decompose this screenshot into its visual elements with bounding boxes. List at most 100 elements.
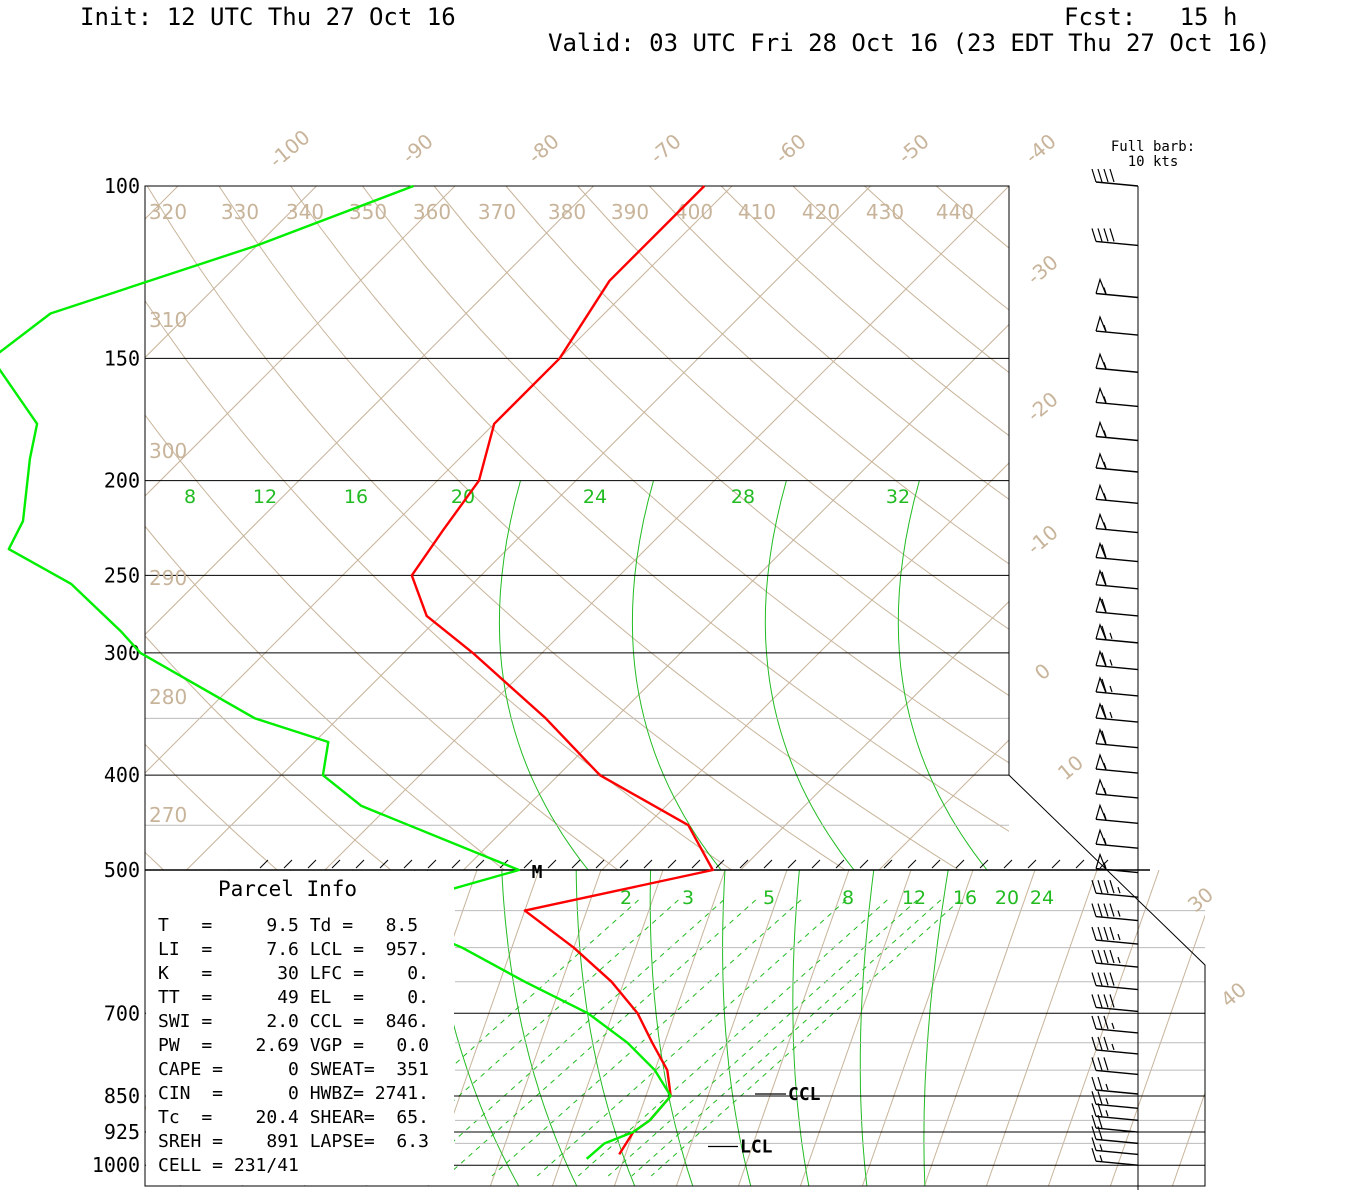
wind-barb-feather <box>1103 880 1109 894</box>
theta-label: 390 <box>611 200 649 224</box>
wind-barb-flag <box>1095 512 1107 530</box>
isotherm-label: -70 <box>645 129 685 168</box>
wind-barb-feather <box>1091 1036 1097 1051</box>
wind-barb-flag <box>1095 676 1107 694</box>
hatch-mark <box>259 859 269 869</box>
isotherm-label: -60 <box>770 129 810 168</box>
wind-barb-half-feather <box>1105 1098 1109 1105</box>
wind-barb-feather <box>1097 1036 1103 1051</box>
wind-barb-feather <box>1097 994 1103 1008</box>
wind-barb-half-feather <box>1117 910 1121 917</box>
hatch-mark <box>595 859 605 869</box>
wind-barb-feather <box>1103 994 1109 1008</box>
wind-barb-half-feather <box>1103 762 1107 770</box>
parcel-info-row: T = 9.5 Td = 8.5 <box>158 915 418 936</box>
wind-barb <box>1095 1138 1139 1145</box>
dry-adiabat-line <box>433 186 1009 697</box>
wind-barb-feather <box>1103 228 1109 242</box>
hatch-mark <box>787 859 797 869</box>
wind-barb-feather <box>1091 1148 1097 1162</box>
wind-barb <box>1095 584 1139 590</box>
wind-barb-feather <box>1091 949 1097 964</box>
hatch-mark <box>1027 859 1037 869</box>
upper-grid <box>145 186 1009 870</box>
wind-barb <box>1095 527 1139 534</box>
wind-barb <box>1095 915 1139 922</box>
wind-barb-feather <box>1109 994 1115 1008</box>
theta-label: 380 <box>548 200 586 224</box>
wind-barb-feather <box>1097 228 1103 242</box>
wind-barb-feather <box>1101 625 1107 640</box>
isotherm-line <box>489 870 602 1186</box>
parcel-info-row: PW = 2.69 VGP = 0.0 <box>158 1035 429 1056</box>
theta-label: 310 <box>149 308 187 332</box>
hatch-mark <box>835 859 845 869</box>
moist-adiabat-line <box>649 870 694 1186</box>
wind-barb-flag <box>1095 649 1107 667</box>
hatch-mark <box>571 859 581 869</box>
parcel-info-row: CIN = 0 HWBZ= 2741. <box>158 1083 429 1104</box>
mixing-ratio-label: 2 <box>620 887 632 909</box>
pressure-label: 1000 <box>92 1153 140 1177</box>
wind-barb-flag <box>1095 623 1107 641</box>
wind-barb <box>1095 556 1139 563</box>
theta-label: 340 <box>286 200 324 224</box>
wind-barb <box>1095 611 1139 617</box>
wind-barb-feather <box>1109 880 1115 894</box>
mixing-ratio-label: 16 <box>953 887 977 909</box>
theta-label: 420 <box>802 200 840 224</box>
wind-barb-feather <box>1103 926 1109 941</box>
theta-label: 320 <box>149 200 187 224</box>
hatch-mark <box>643 859 653 869</box>
wind-barb-half-feather <box>1111 1043 1115 1051</box>
wind-barb-feather <box>1109 949 1115 964</box>
wind-barb-half-feather <box>1111 1022 1115 1030</box>
tropopause-marker: M <box>532 862 543 883</box>
frame-outline <box>144 185 1206 1187</box>
hatch-mark <box>1051 859 1061 869</box>
wind-barb-feather <box>1097 949 1103 964</box>
dry-adiabat-line <box>218 186 960 870</box>
wind-barb-feather <box>1101 571 1107 585</box>
wind-barb-flag <box>1095 596 1107 614</box>
dry-adiabat-line <box>145 635 392 870</box>
isotherm-line <box>1109 914 1205 1186</box>
isotherm-line <box>1171 1091 1205 1186</box>
wind-barb-half-feather <box>1117 956 1121 964</box>
wind-barb <box>1095 367 1139 373</box>
isotherm-line <box>923 870 1036 1186</box>
mixing-ratio-line <box>631 899 942 1177</box>
isotherm-label: -100 <box>264 125 314 173</box>
barb-legend-units: 10 kts <box>1128 154 1179 170</box>
wind-barb-feather <box>1091 168 1097 183</box>
wind-barb <box>1095 1103 1139 1110</box>
mixing-ratio-label: 20 <box>451 486 475 508</box>
wind-barb-feather <box>1097 926 1103 941</box>
mixing-ratio-label: 24 <box>1030 887 1054 909</box>
isotherm-line <box>145 186 456 497</box>
wind-barb-feather <box>1109 903 1115 917</box>
wind-barb-half-feather <box>1099 1144 1103 1151</box>
wind-barb-feather <box>1109 168 1115 183</box>
theta-label: 400 <box>675 200 713 224</box>
wind-barb-feather <box>1091 994 1097 1008</box>
wind-barb <box>1095 691 1139 697</box>
wind-barb <box>1095 818 1139 825</box>
wind-barb-feather <box>1091 1126 1097 1140</box>
wind-barb-feather <box>1101 652 1107 666</box>
wind-barb-half-feather <box>1099 1155 1103 1162</box>
wind-barb-half-feather <box>1103 461 1107 469</box>
theta-label: 370 <box>478 200 516 224</box>
hatch-mark <box>475 859 485 869</box>
parcel-info-row: K = 30 LFC = 0. <box>158 963 429 984</box>
wind-barb-feather <box>1091 228 1097 242</box>
wind-barb-feather <box>1097 903 1103 917</box>
theta-label: 410 <box>738 200 776 224</box>
wind-barb-half-feather <box>1103 396 1107 403</box>
wind-barb-half-feather <box>1103 324 1107 332</box>
theta-label: 290 <box>149 566 187 590</box>
wind-barb-flag <box>1095 352 1107 370</box>
wind-barb <box>1095 1149 1139 1156</box>
parcel-info-row: SREH = 891 LAPSE= 6.3 <box>158 1131 429 1152</box>
isotherm-line <box>145 186 594 636</box>
